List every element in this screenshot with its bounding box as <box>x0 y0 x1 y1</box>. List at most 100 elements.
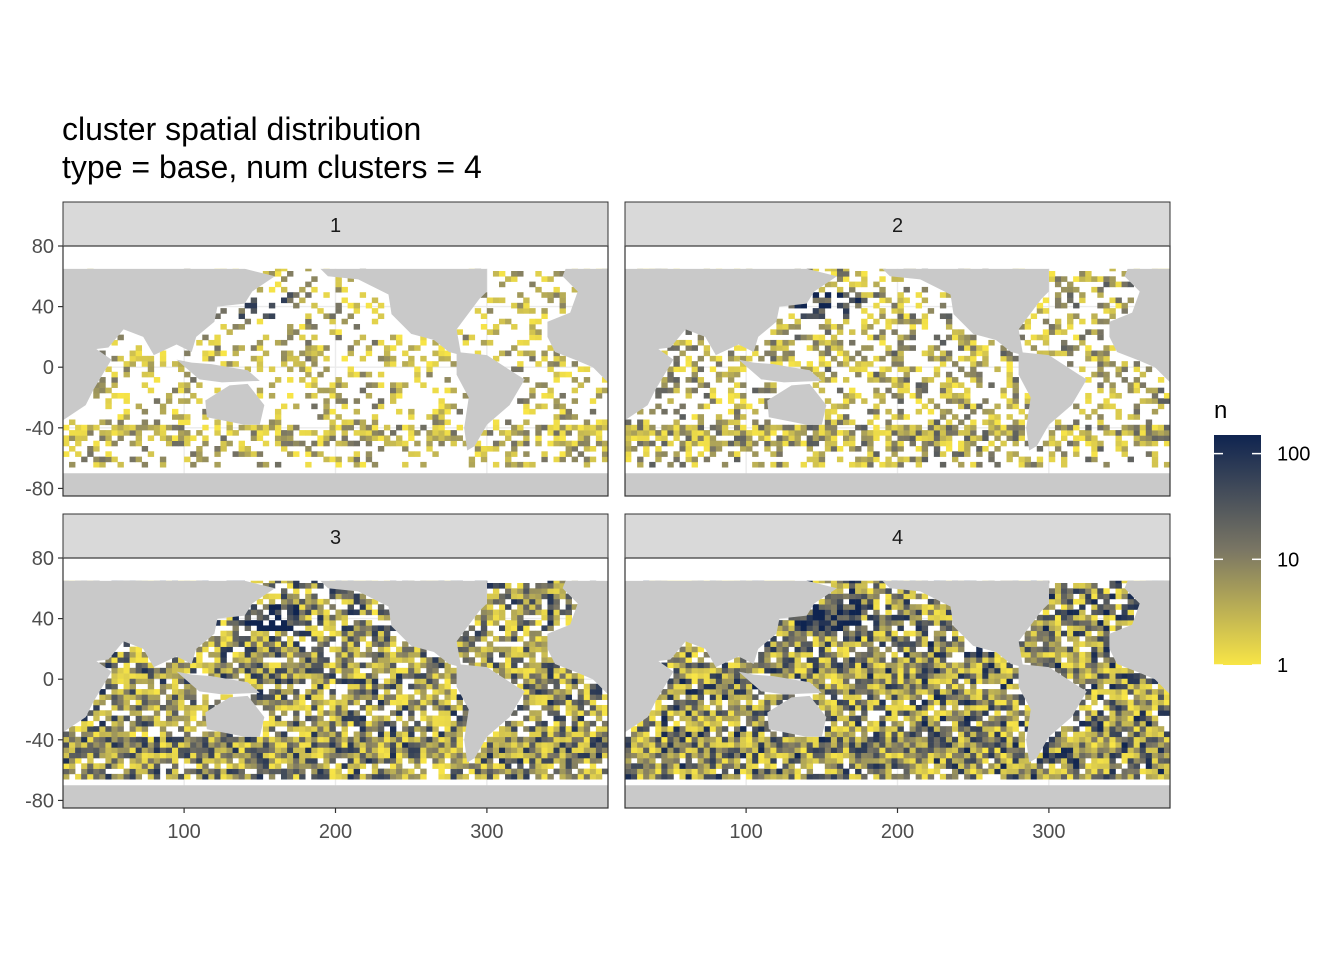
heat-tile <box>559 673 566 679</box>
heat-tile <box>685 345 692 351</box>
heat-tile <box>383 614 391 621</box>
heat-tile <box>517 292 524 298</box>
heat-tile <box>511 620 518 626</box>
heat-tile <box>964 736 971 743</box>
heat-tile <box>661 731 668 738</box>
heat-tile <box>553 673 560 679</box>
heat-tile <box>81 731 88 738</box>
heat-tile <box>939 382 947 388</box>
heat-tile <box>293 710 300 716</box>
heat-tile <box>450 440 457 447</box>
heat-tile <box>371 673 379 679</box>
heat-tile <box>1091 350 1098 357</box>
heat-tile <box>371 430 379 436</box>
heat-tile <box>559 297 566 304</box>
heat-tile <box>232 651 239 658</box>
heat-tile <box>873 377 880 383</box>
heat-tile <box>250 736 258 743</box>
heat-tile <box>873 292 880 298</box>
heat-tile <box>1091 742 1098 748</box>
heat-tile <box>685 451 692 457</box>
heat-tile <box>952 763 959 769</box>
heat-tile <box>135 763 143 769</box>
heat-tile <box>462 763 470 769</box>
heat-tile <box>123 689 130 695</box>
heat-tile <box>444 435 451 441</box>
heat-tile <box>1036 334 1044 341</box>
heat-tile <box>782 731 789 738</box>
heat-tile <box>734 371 741 378</box>
heat-tile <box>159 747 167 753</box>
heat-tile <box>335 667 342 674</box>
heat-tile <box>958 758 965 764</box>
heat-tile <box>256 361 264 367</box>
heat-tile <box>970 736 977 743</box>
heat-tile <box>305 461 312 468</box>
heat-tile <box>661 408 668 415</box>
heat-tile <box>897 339 904 346</box>
heat-tile <box>214 430 221 436</box>
heat-tile <box>377 604 385 610</box>
heat-tile <box>311 646 318 653</box>
heat-tile <box>734 451 741 457</box>
heat-tile <box>208 339 215 346</box>
heat-tile <box>559 456 566 463</box>
heat-tile <box>256 430 264 436</box>
heat-tile <box>432 657 439 663</box>
heat-tile <box>547 773 554 780</box>
heat-tile <box>480 752 488 759</box>
heat-tile <box>305 593 312 600</box>
heat-tile <box>123 752 130 759</box>
heat-tile <box>631 768 638 775</box>
heat-tile <box>691 736 698 743</box>
heat-tile <box>927 747 935 753</box>
heat-tile <box>776 440 783 447</box>
heat-tile <box>256 689 264 695</box>
heat-tile <box>758 758 765 764</box>
heat-tile <box>685 736 692 743</box>
heat-tile <box>480 614 488 621</box>
heat-tile <box>117 435 124 441</box>
heat-tile <box>1061 773 1068 780</box>
heat-tile <box>317 699 324 706</box>
heat-tile <box>329 419 336 426</box>
heat-tile <box>1145 773 1153 780</box>
heat-tile <box>172 678 179 685</box>
heat-tile <box>141 678 149 685</box>
heat-tile <box>402 736 409 743</box>
heat-tile <box>824 318 832 325</box>
heat-tile <box>1085 773 1092 780</box>
heat-tile <box>897 334 904 341</box>
heat-tile <box>715 440 723 447</box>
heat-tile <box>365 392 373 399</box>
heat-tile <box>1091 773 1098 780</box>
heat-tile <box>1006 350 1013 357</box>
heat-tile <box>885 297 892 304</box>
heat-tile <box>353 324 361 330</box>
heat-tile <box>994 768 1001 775</box>
heat-tile <box>335 329 342 335</box>
heat-tile <box>323 456 330 463</box>
heat-tile <box>970 366 977 373</box>
heat-tile <box>1073 276 1080 282</box>
heat-tile <box>921 446 929 452</box>
heat-tile <box>250 345 258 351</box>
heat-tile <box>559 408 566 415</box>
heat-tile <box>129 736 136 743</box>
heat-tile <box>117 424 124 431</box>
heat-tile <box>377 382 385 388</box>
heat-tile <box>444 430 451 436</box>
heat-tile <box>715 715 723 722</box>
heat-tile <box>824 377 832 383</box>
heat-tile <box>274 604 282 610</box>
heat-tile <box>1157 726 1165 732</box>
heat-tile <box>970 371 977 378</box>
heat-tile <box>577 758 585 764</box>
heat-tile <box>432 424 439 431</box>
heat-tile <box>843 355 850 362</box>
heat-tile <box>438 424 445 431</box>
heat-tile <box>402 726 409 732</box>
heat-tile <box>583 419 591 426</box>
heat-tile <box>444 742 451 748</box>
heat-tile <box>715 763 723 769</box>
